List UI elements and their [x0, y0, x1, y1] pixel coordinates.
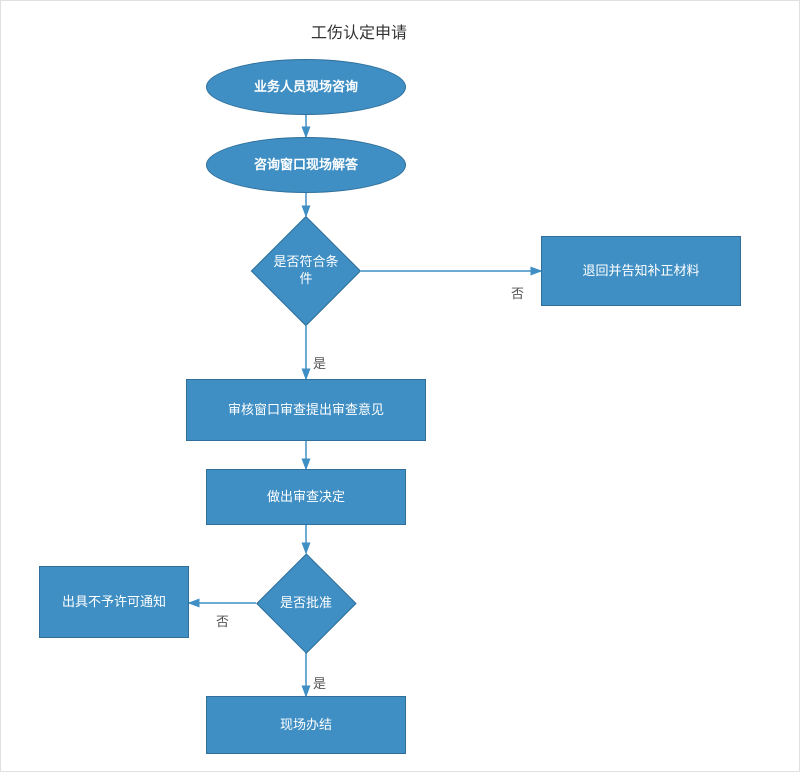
- edge-label-d1-r_review: 是: [313, 353, 326, 372]
- node-r_decide: 做出审查决定: [206, 469, 406, 525]
- node-d1: 是否符合条件: [251, 216, 361, 326]
- node-n1: 业务人员现场咨询: [206, 59, 406, 115]
- node-label: 现场办结: [280, 717, 332, 734]
- node-label: 是否批准: [256, 553, 356, 653]
- node-label: 做出审查决定: [267, 489, 345, 506]
- node-r_finish: 现场办结: [206, 696, 406, 754]
- node-n2: 咨询窗口现场解答: [206, 137, 406, 193]
- node-label: 退回并告知补正材料: [582, 263, 699, 280]
- node-r_deny: 出具不予许可通知: [39, 566, 189, 638]
- node-d2: 是否批准: [256, 553, 356, 653]
- node-r_return: 退回并告知补正材料: [541, 236, 741, 306]
- node-label: 出具不予许可通知: [62, 594, 166, 611]
- edge-label-d2-r_finish: 是: [313, 673, 326, 692]
- node-label: 咨询窗口现场解答: [254, 157, 358, 174]
- node-label: 是否符合条件: [251, 216, 361, 326]
- node-label: 审核窗口审查提出审查意见: [228, 402, 384, 419]
- node-r_review: 审核窗口审查提出审查意见: [186, 379, 426, 441]
- edge-label-d2-r_deny: 否: [216, 611, 229, 630]
- node-label: 业务人员现场咨询: [254, 79, 358, 96]
- page-title: 工伤认定申请: [311, 19, 407, 43]
- edge-label-d1-r_return: 否: [511, 283, 524, 302]
